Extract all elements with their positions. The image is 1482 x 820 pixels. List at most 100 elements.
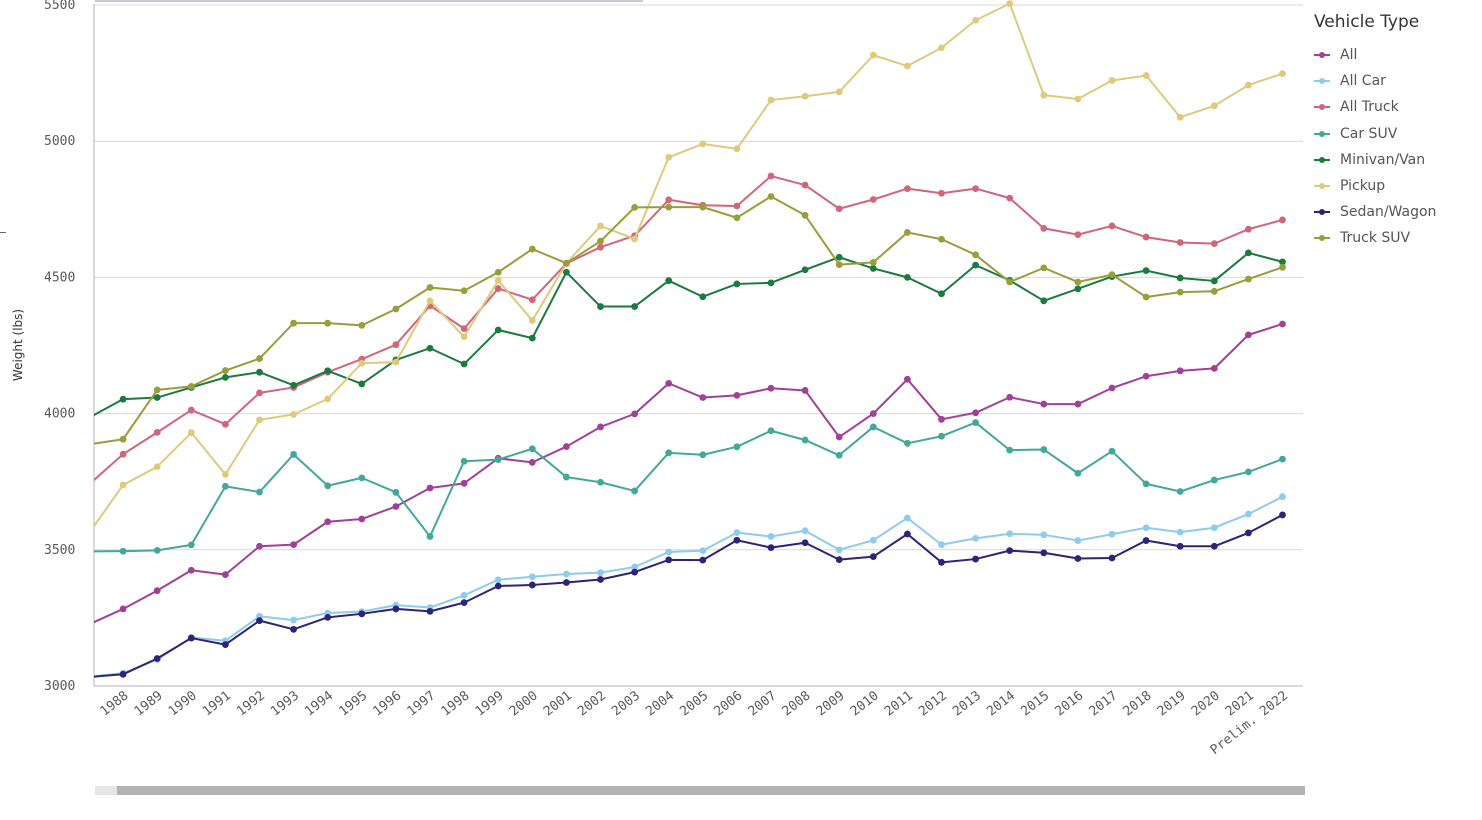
data-point[interactable]: [187, 429, 195, 437]
data-point[interactable]: [938, 432, 945, 440]
data-point[interactable]: [1108, 530, 1116, 538]
data-point[interactable]: [835, 253, 843, 261]
data-point[interactable]: [426, 484, 434, 492]
data-point[interactable]: [869, 536, 877, 544]
data-point[interactable]: [801, 211, 809, 219]
data-point[interactable]: [733, 280, 741, 288]
data-point[interactable]: [631, 410, 638, 418]
data-point[interactable]: [1074, 469, 1082, 477]
data-point[interactable]: [153, 394, 161, 401]
legend-item[interactable]: Car SUV: [1314, 121, 1474, 147]
data-point[interactable]: [563, 570, 570, 578]
data-point[interactable]: [1040, 400, 1048, 408]
data-point[interactable]: [869, 196, 877, 203]
data-point[interactable]: [869, 265, 877, 272]
data-point[interactable]: [528, 573, 536, 581]
data-point[interactable]: [1108, 222, 1116, 230]
data-point[interactable]: [1074, 278, 1082, 286]
data-point[interactable]: [460, 591, 468, 599]
data-point[interactable]: [119, 670, 127, 678]
data-point[interactable]: [904, 530, 911, 538]
data-point[interactable]: [972, 185, 979, 192]
data-point[interactable]: [563, 268, 570, 276]
data-point[interactable]: [1142, 372, 1150, 380]
data-point[interactable]: [767, 172, 775, 180]
data-point[interactable]: [1142, 293, 1150, 301]
data-point[interactable]: [904, 229, 911, 236]
data-point[interactable]: [1074, 400, 1082, 408]
data-point[interactable]: [801, 387, 809, 394]
data-point[interactable]: [426, 297, 434, 305]
data-point[interactable]: [153, 428, 161, 436]
data-point[interactable]: [1108, 447, 1116, 455]
data-point[interactable]: [631, 568, 638, 576]
data-point[interactable]: [153, 546, 161, 554]
data-point[interactable]: [1176, 113, 1184, 121]
data-point[interactable]: [767, 96, 775, 104]
data-point[interactable]: [938, 44, 945, 52]
data-point[interactable]: [1074, 537, 1082, 544]
data-point[interactable]: [494, 268, 502, 276]
data-point[interactable]: [597, 303, 604, 310]
data-point[interactable]: [256, 368, 263, 376]
data-point[interactable]: [631, 563, 638, 571]
data-point[interactable]: [324, 395, 332, 403]
data-point[interactable]: [767, 533, 775, 540]
data-point[interactable]: [665, 556, 673, 564]
data-point[interactable]: [938, 541, 945, 549]
data-point[interactable]: [153, 463, 161, 471]
data-point[interactable]: [1176, 239, 1184, 246]
data-point[interactable]: [1006, 530, 1014, 538]
data-point[interactable]: [392, 488, 400, 496]
data-point[interactable]: [665, 153, 673, 161]
data-point[interactable]: [767, 384, 775, 392]
data-point[interactable]: [1176, 367, 1184, 375]
data-point[interactable]: [1245, 468, 1252, 476]
data-point[interactable]: [904, 274, 911, 281]
data-point[interactable]: [528, 445, 536, 453]
data-point[interactable]: [1279, 320, 1286, 328]
data-point[interactable]: [528, 581, 536, 589]
data-point[interactable]: [528, 317, 536, 324]
data-point[interactable]: [1006, 446, 1014, 454]
data-point[interactable]: [1279, 258, 1286, 266]
data-point[interactable]: [119, 450, 127, 458]
data-point[interactable]: [528, 334, 536, 342]
data-point[interactable]: [1074, 95, 1082, 103]
data-point[interactable]: [119, 605, 127, 613]
data-point[interactable]: [528, 458, 536, 466]
data-point[interactable]: [1210, 542, 1218, 550]
data-point[interactable]: [392, 358, 400, 366]
data-point[interactable]: [835, 546, 843, 554]
data-point[interactable]: [1245, 225, 1252, 233]
data-point[interactable]: [324, 319, 332, 327]
data-point[interactable]: [869, 553, 877, 561]
data-point[interactable]: [222, 373, 229, 381]
data-point[interactable]: [460, 287, 468, 295]
data-point[interactable]: [290, 541, 297, 549]
data-point[interactable]: [1040, 224, 1048, 232]
data-point[interactable]: [187, 382, 195, 390]
data-point[interactable]: [801, 436, 809, 444]
data-point[interactable]: [1142, 233, 1150, 241]
data-point[interactable]: [563, 579, 570, 586]
data-point[interactable]: [1176, 288, 1184, 296]
data-point[interactable]: [631, 235, 638, 243]
data-point[interactable]: [1210, 287, 1218, 295]
data-point[interactable]: [222, 420, 229, 428]
data-point[interactable]: [1108, 77, 1116, 84]
data-point[interactable]: [733, 145, 741, 153]
data-point[interactable]: [869, 423, 877, 431]
data-point[interactable]: [256, 389, 263, 397]
data-point[interactable]: [767, 544, 775, 552]
data-point[interactable]: [358, 474, 366, 482]
data-point[interactable]: [119, 481, 127, 489]
data-point[interactable]: [494, 456, 502, 464]
legend-item[interactable]: Pickup: [1314, 173, 1474, 199]
data-point[interactable]: [631, 303, 638, 310]
data-point[interactable]: [631, 487, 638, 495]
data-point[interactable]: [904, 375, 911, 383]
data-point[interactable]: [358, 359, 366, 367]
data-point[interactable]: [1176, 528, 1184, 536]
data-point[interactable]: [222, 470, 229, 478]
